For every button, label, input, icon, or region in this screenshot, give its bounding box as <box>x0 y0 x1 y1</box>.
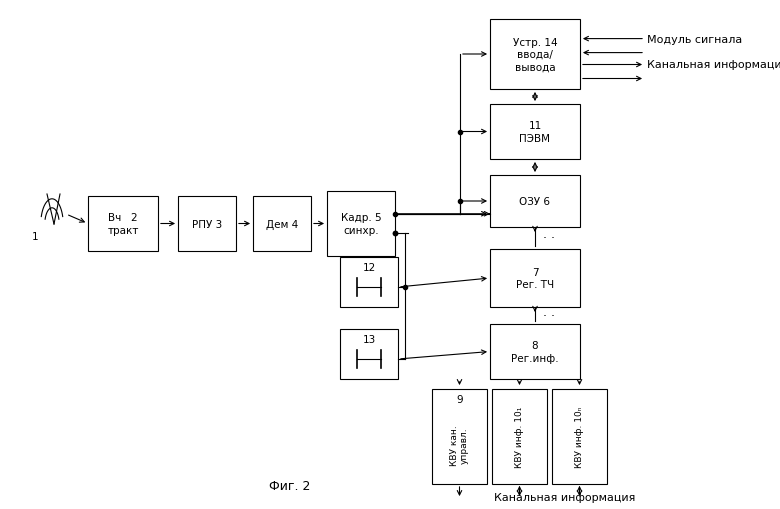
Text: 9: 9 <box>456 394 463 404</box>
Text: Кадр. 5
синхр.: Кадр. 5 синхр. <box>341 213 381 235</box>
Text: КВУ инф. 10ₙ: КВУ инф. 10ₙ <box>575 406 584 467</box>
Bar <box>340 329 398 379</box>
Bar <box>492 389 547 484</box>
Text: 8
Рег.инф.: 8 Рег.инф. <box>511 341 558 363</box>
Text: Канальная информация: Канальная информация <box>647 61 780 70</box>
Bar <box>327 191 395 257</box>
Bar <box>552 389 607 484</box>
Bar <box>490 20 580 90</box>
Text: Фиг. 2: Фиг. 2 <box>269 479 310 492</box>
Text: Устр. 14
ввода/
вывода: Устр. 14 ввода/ вывода <box>512 38 558 72</box>
Text: · ·: · · <box>543 309 555 322</box>
Bar <box>178 196 236 251</box>
Bar <box>490 176 580 228</box>
Text: КВУ кан.
управл.: КВУ кан. управл. <box>450 425 470 465</box>
Text: РПУ 3: РПУ 3 <box>192 219 222 229</box>
Text: ОЗУ 6: ОЗУ 6 <box>519 196 551 207</box>
Text: Канальная информация: Канальная информация <box>495 492 636 502</box>
Text: Модуль сигнала: Модуль сигнала <box>647 35 743 44</box>
Text: 7
Рег. ТЧ: 7 Рег. ТЧ <box>516 267 554 290</box>
Text: КВУ инф. 10₁: КВУ инф. 10₁ <box>515 406 524 467</box>
Text: · ·: · · <box>543 232 555 245</box>
Text: 1: 1 <box>32 232 39 242</box>
Bar <box>490 324 580 379</box>
Text: Дем 4: Дем 4 <box>266 219 298 229</box>
Text: 12: 12 <box>363 263 376 272</box>
Text: Вч   2
тракт: Вч 2 тракт <box>108 213 139 235</box>
Bar <box>490 249 580 307</box>
Text: 13: 13 <box>363 334 376 344</box>
Bar <box>490 105 580 160</box>
Bar <box>340 258 398 307</box>
Bar <box>432 389 487 484</box>
Bar <box>253 196 311 251</box>
Bar <box>88 196 158 251</box>
Text: 11
ПЭВМ: 11 ПЭВМ <box>519 121 551 144</box>
